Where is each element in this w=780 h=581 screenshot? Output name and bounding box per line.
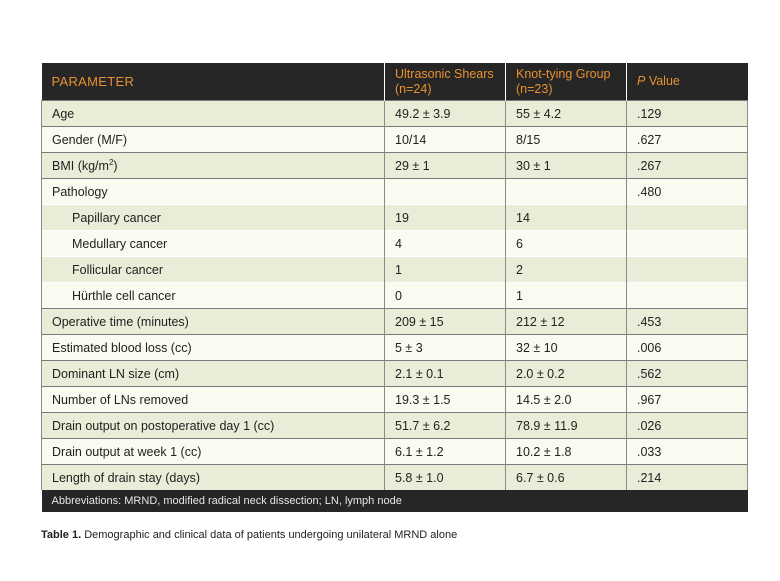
row-parameter: Hürthle cell cancer xyxy=(41,282,385,309)
row-ultrasonic-value: 19 xyxy=(384,204,506,231)
row-knot-value: 10.2 ± 1.8 xyxy=(505,438,627,465)
row-knot-value: 8/15 xyxy=(505,126,627,153)
row-ultrasonic-value: 0 xyxy=(384,282,506,309)
table-caption: Table 1. Demographic and clinical data o… xyxy=(41,529,457,541)
row-knot-value xyxy=(505,178,627,205)
row-knot-value: 78.9 ± 11.9 xyxy=(505,412,627,439)
row-knot-value: 30 ± 1 xyxy=(505,152,627,179)
table-row: Follicular cancer 1 2 xyxy=(41,256,748,283)
header-p-rest: Value xyxy=(645,74,680,88)
table-row: Length of drain stay (days) 5.8 ± 1.0 6.… xyxy=(41,464,748,490)
data-table-container: PARAMETER Ultrasonic Shears (n=24) Knot-… xyxy=(41,63,748,512)
header-p-letter: P xyxy=(637,74,646,88)
row-ultrasonic-value: 4 xyxy=(384,230,506,257)
row-p-value: .627 xyxy=(626,126,748,153)
table-row: Age 49.2 ± 3.9 55 ± 4.2 .129 xyxy=(41,100,748,127)
table-row: Hürthle cell cancer 0 1 xyxy=(41,282,748,309)
table-row: Gender (M/F) 10/14 8/15 .627 xyxy=(41,126,748,153)
table-body: Age 49.2 ± 3.9 55 ± 4.2 .129 Gender (M/F… xyxy=(41,100,748,490)
table-row: Operative time (minutes) 209 ± 15 212 ± … xyxy=(41,308,748,335)
row-knot-value: 1 xyxy=(505,282,627,309)
abbreviations-footnote: Abbreviations: MRND, modified radical ne… xyxy=(41,490,748,512)
row-knot-value: 14.5 ± 2.0 xyxy=(505,386,627,413)
row-p-value: .129 xyxy=(626,100,748,127)
row-parameter: Follicular cancer xyxy=(41,256,385,283)
bmi-label: BMI (kg/m xyxy=(52,159,109,174)
table-row: Drain output on postoperative day 1 (cc)… xyxy=(41,412,748,439)
table-footer: Abbreviations: MRND, modified radical ne… xyxy=(41,490,748,512)
row-parameter: Gender (M/F) xyxy=(41,126,385,153)
row-parameter: Length of drain stay (days) xyxy=(41,464,385,490)
row-parameter: Drain output at week 1 (cc) xyxy=(41,438,385,465)
table-row: Number of LNs removed 19.3 ± 1.5 14.5 ± … xyxy=(41,386,748,413)
row-p-value: .453 xyxy=(626,308,748,335)
table-row: Pathology .480 xyxy=(41,178,748,205)
caption-label: Table 1. xyxy=(41,529,82,541)
row-p-value xyxy=(626,204,748,231)
demographics-table: PARAMETER Ultrasonic Shears (n=24) Knot-… xyxy=(41,63,748,512)
row-knot-value: 212 ± 12 xyxy=(505,308,627,335)
table-row: Papillary cancer 19 14 xyxy=(41,204,748,231)
row-parameter: Dominant LN size (cm) xyxy=(41,360,385,387)
row-ultrasonic-value xyxy=(384,178,506,205)
row-knot-value: 2.0 ± 0.2 xyxy=(505,360,627,387)
row-ultrasonic-value: 5.8 ± 1.0 xyxy=(384,464,506,490)
table-row: BMI (kg/m2) 29 ± 1 30 ± 1 .267 xyxy=(41,152,748,179)
row-ultrasonic-value: 19.3 ± 1.5 xyxy=(384,386,506,413)
bmi-superscript: 2 xyxy=(108,157,114,167)
row-parameter: Papillary cancer xyxy=(41,204,385,231)
row-parameter: Pathology xyxy=(41,178,385,205)
row-p-value: .006 xyxy=(626,334,748,361)
row-ultrasonic-value: 1 xyxy=(384,256,506,283)
caption-text: Demographic and clinical data of patient… xyxy=(81,529,458,541)
row-p-value xyxy=(626,230,748,257)
row-knot-value: 14 xyxy=(505,204,627,231)
row-ultrasonic-value: 49.2 ± 3.9 xyxy=(384,100,506,127)
row-parameter: Drain output on postoperative day 1 (cc) xyxy=(41,412,385,439)
row-knot-value: 32 ± 10 xyxy=(505,334,627,361)
row-p-value xyxy=(626,282,748,309)
header-ultrasonic-title: Ultrasonic Shears xyxy=(395,66,494,81)
row-parameter: Estimated blood loss (cc) xyxy=(41,334,385,361)
row-ultrasonic-value: 6.1 ± 1.2 xyxy=(384,438,506,465)
header-parameter: PARAMETER xyxy=(41,63,385,101)
row-p-value: .214 xyxy=(626,464,748,490)
row-p-value: .480 xyxy=(626,178,748,205)
row-p-value: .562 xyxy=(626,360,748,387)
row-p-value: .967 xyxy=(626,386,748,413)
table-header: PARAMETER Ultrasonic Shears (n=24) Knot-… xyxy=(41,63,748,101)
header-knot-n: (n=23) xyxy=(516,81,553,96)
row-ultrasonic-value: 51.7 ± 6.2 xyxy=(384,412,506,439)
row-p-value: .267 xyxy=(626,152,748,179)
row-ultrasonic-value: 2.1 ± 0.1 xyxy=(384,360,506,387)
row-knot-value: 2 xyxy=(505,256,627,283)
table-row: Drain output at week 1 (cc) 6.1 ± 1.2 10… xyxy=(41,438,748,465)
table-row: Dominant LN size (cm) 2.1 ± 0.1 2.0 ± 0.… xyxy=(41,360,748,387)
header-ultrasonic-n: (n=24) xyxy=(395,81,432,96)
header-knot-tying: Knot-tying Group (n=23) xyxy=(505,63,627,101)
header-row: PARAMETER Ultrasonic Shears (n=24) Knot-… xyxy=(41,63,748,101)
row-p-value xyxy=(626,256,748,283)
row-p-value: .026 xyxy=(626,412,748,439)
header-knot-title: Knot-tying Group xyxy=(516,66,611,81)
row-ultrasonic-value: 10/14 xyxy=(384,126,506,153)
row-ultrasonic-value: 209 ± 15 xyxy=(384,308,506,335)
row-parameter: Age xyxy=(41,100,385,127)
row-knot-value: 6.7 ± 0.6 xyxy=(505,464,627,490)
table-row: Medullary cancer 4 6 xyxy=(41,230,748,257)
row-parameter: BMI (kg/m2) xyxy=(41,152,385,179)
header-ultrasonic-shears: Ultrasonic Shears (n=24) xyxy=(384,63,506,101)
row-knot-value: 55 ± 4.2 xyxy=(505,100,627,127)
row-parameter: Operative time (minutes) xyxy=(41,308,385,335)
row-parameter: Medullary cancer xyxy=(41,230,385,257)
bmi-label-end: ) xyxy=(113,159,118,174)
row-ultrasonic-value: 5 ± 3 xyxy=(384,334,506,361)
footnote-row: Abbreviations: MRND, modified radical ne… xyxy=(41,490,748,512)
row-knot-value: 6 xyxy=(505,230,627,257)
row-p-value: .033 xyxy=(626,438,748,465)
header-p-value: P Value xyxy=(626,63,748,101)
row-ultrasonic-value: 29 ± 1 xyxy=(384,152,506,179)
table-row: Estimated blood loss (cc) 5 ± 3 32 ± 10 … xyxy=(41,334,748,361)
row-parameter: Number of LNs removed xyxy=(41,386,385,413)
